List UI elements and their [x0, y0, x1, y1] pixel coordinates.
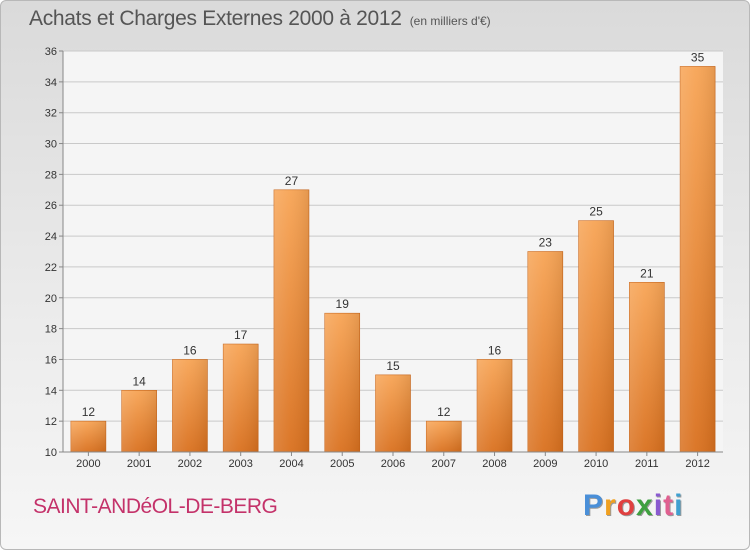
y-tick-label: 28 [45, 169, 57, 181]
brand-letter: i [674, 489, 684, 522]
chart-subtitle: (en milliers d'€) [409, 14, 491, 28]
title-row: Achats et Charges Externes 2000 à 2012 (e… [29, 7, 491, 31]
brand-letter: t [663, 489, 675, 522]
x-tick-label-2005: 2005 [330, 458, 354, 470]
y-tick-label: 20 [45, 293, 57, 305]
y-tick-label: 36 [45, 46, 57, 58]
y-tick-label: 32 [45, 108, 57, 120]
y-tick-label: 34 [45, 77, 57, 89]
brand-letter: x [636, 489, 654, 522]
x-tick-label-2007: 2007 [432, 458, 456, 470]
bar-shine [477, 359, 513, 452]
bar-shine [273, 189, 309, 453]
data-label-2012: 35 [691, 50, 705, 64]
x-tick-label-2010: 2010 [584, 458, 608, 470]
brand-letter: o [616, 489, 637, 522]
bar-shine [223, 344, 259, 452]
bar-shine [578, 220, 614, 452]
data-label-2002: 16 [183, 343, 197, 357]
data-label-2011: 21 [640, 266, 654, 280]
y-tick-label: 14 [45, 385, 57, 397]
chart-title: Achats et Charges Externes 2000 à 2012 [29, 7, 402, 30]
y-tick-label: 18 [45, 324, 57, 336]
bar-shine [121, 390, 157, 452]
y-tick-label: 10 [45, 447, 57, 459]
bar-shine [324, 313, 360, 452]
y-tick-label: 12 [45, 416, 57, 428]
y-tick-label: 30 [45, 139, 57, 151]
commune-name: SAINT-ANDéOL-DE-BERG [33, 495, 278, 518]
bar-shine [375, 374, 411, 452]
data-label-2004: 27 [285, 174, 299, 188]
y-tick-label: 22 [45, 262, 57, 274]
data-label-2000: 12 [82, 405, 96, 419]
data-label-2007: 12 [437, 405, 451, 419]
brand-letter: r [604, 489, 617, 522]
x-tick-label-2003: 2003 [228, 458, 252, 470]
data-label-2006: 15 [386, 359, 400, 373]
brand-letter: i [653, 489, 664, 522]
x-tick-label-2000: 2000 [76, 458, 100, 470]
proxiti-logo: Proxiti [583, 489, 683, 523]
bar-shine [70, 421, 106, 452]
data-label-2008: 16 [488, 343, 502, 357]
data-label-2009: 23 [539, 236, 553, 250]
x-tick-label-2002: 2002 [178, 458, 202, 470]
x-tick-label-2006: 2006 [381, 458, 405, 470]
data-label-2003: 17 [234, 328, 248, 342]
y-tick-label: 16 [45, 354, 57, 366]
x-tick-label-2012: 2012 [685, 458, 709, 470]
y-tick-label: 24 [45, 231, 57, 243]
bar-shine [172, 359, 208, 452]
bar-shine [629, 282, 665, 452]
bar-shine [426, 421, 462, 452]
x-tick-label-2004: 2004 [279, 458, 303, 470]
brand-letter: P [583, 489, 605, 522]
data-label-2010: 25 [589, 205, 603, 219]
bar-shine [527, 251, 563, 452]
y-tick-label: 26 [45, 200, 57, 212]
data-label-2005: 19 [336, 297, 350, 311]
x-tick-label-2008: 2008 [482, 458, 506, 470]
bar-shine [680, 66, 716, 452]
x-tick-label-2001: 2001 [127, 458, 151, 470]
x-tick-label-2011: 2011 [635, 458, 659, 470]
data-label-2001: 14 [132, 374, 146, 388]
x-tick-label-2009: 2009 [533, 458, 557, 470]
